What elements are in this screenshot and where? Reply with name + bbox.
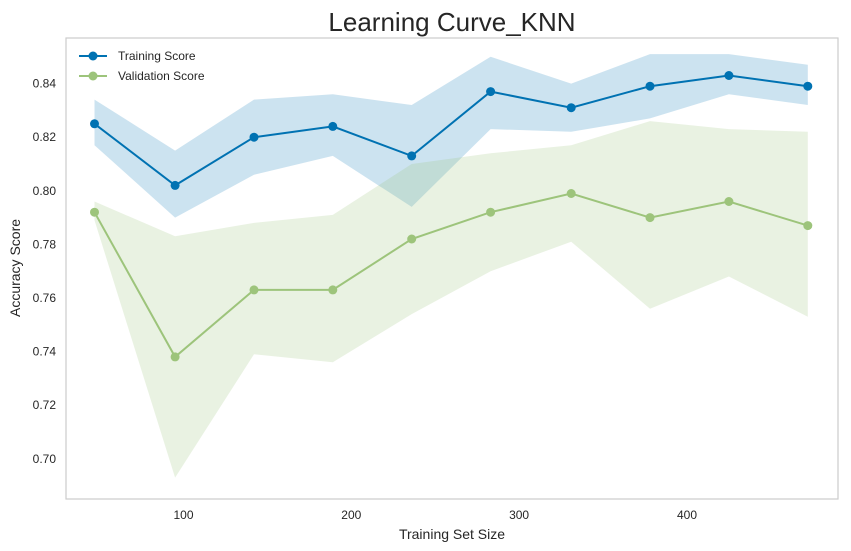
y-tick-label: 0.82 xyxy=(33,130,57,144)
validation-score-point xyxy=(645,213,655,223)
legend-swatch-marker xyxy=(88,71,98,81)
validation-score-point xyxy=(803,221,813,231)
training-score-line xyxy=(93,74,808,187)
validation-score-point xyxy=(486,207,496,217)
validation-score-confidence-band xyxy=(94,121,808,478)
plot-area-frame xyxy=(65,37,839,500)
series-lines xyxy=(93,74,809,359)
validation-score-point xyxy=(90,207,99,217)
series-points xyxy=(90,71,813,362)
legend-label: Validation Score xyxy=(118,69,205,83)
training-score-point xyxy=(645,81,655,91)
training-score-point xyxy=(486,87,496,97)
validation-score-point xyxy=(407,234,417,244)
y-tick-label: 0.80 xyxy=(33,184,57,198)
training-score-point xyxy=(724,71,734,80)
x-tick-label: 400 xyxy=(677,508,697,522)
chart-title: Learning Curve_KNN xyxy=(328,7,575,37)
validation-score-point xyxy=(724,197,734,206)
legend: Training Score Validation Score xyxy=(79,49,205,83)
validation-score-point xyxy=(328,285,338,295)
validation-score-point xyxy=(170,352,180,362)
x-axis-title: Training Set Size xyxy=(399,526,505,542)
y-tick-label: 0.76 xyxy=(33,291,57,305)
legend-item-validation-score: Validation Score xyxy=(79,69,205,83)
validation-score-point xyxy=(249,285,259,295)
y-tick-label: 0.70 xyxy=(33,452,57,466)
x-axis-tick-labels: 100 200 300 400 xyxy=(173,508,697,522)
y-tick-label: 0.78 xyxy=(33,237,57,251)
training-score-point xyxy=(170,180,180,190)
x-tick-label: 200 xyxy=(341,508,361,522)
confidence-bands xyxy=(94,54,808,478)
y-tick-label: 0.74 xyxy=(33,345,57,359)
x-tick-label: 100 xyxy=(173,508,193,522)
training-score-point xyxy=(407,151,417,161)
validation-score-point xyxy=(566,189,576,198)
training-score-point xyxy=(328,121,338,131)
y-axis-tick-labels: 0.70 0.72 0.74 0.76 0.78 0.80 0.82 0.84 xyxy=(33,77,57,466)
training-score-point xyxy=(249,132,259,142)
validation-score-line xyxy=(93,192,809,359)
x-tick-label: 300 xyxy=(509,508,529,522)
legend-item-training-score: Training Score xyxy=(79,49,196,63)
training-score-point xyxy=(90,119,99,129)
legend-label: Training Score xyxy=(118,49,196,63)
y-tick-label: 0.72 xyxy=(33,398,57,412)
training-score-point xyxy=(803,81,813,91)
training-score-point xyxy=(566,103,576,113)
y-tick-label: 0.84 xyxy=(33,77,57,91)
y-axis-title: Accuracy Score xyxy=(7,219,23,317)
legend-swatch-marker xyxy=(88,51,98,61)
training-score-confidence-band xyxy=(94,54,808,218)
